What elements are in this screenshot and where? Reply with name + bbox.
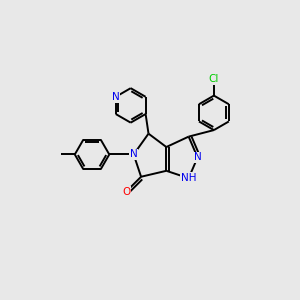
Text: Cl: Cl bbox=[209, 74, 219, 84]
Text: O: O bbox=[122, 187, 130, 196]
Text: N: N bbox=[112, 92, 120, 102]
Text: N: N bbox=[194, 152, 201, 162]
Text: N: N bbox=[130, 149, 137, 160]
Text: NH: NH bbox=[181, 173, 197, 183]
